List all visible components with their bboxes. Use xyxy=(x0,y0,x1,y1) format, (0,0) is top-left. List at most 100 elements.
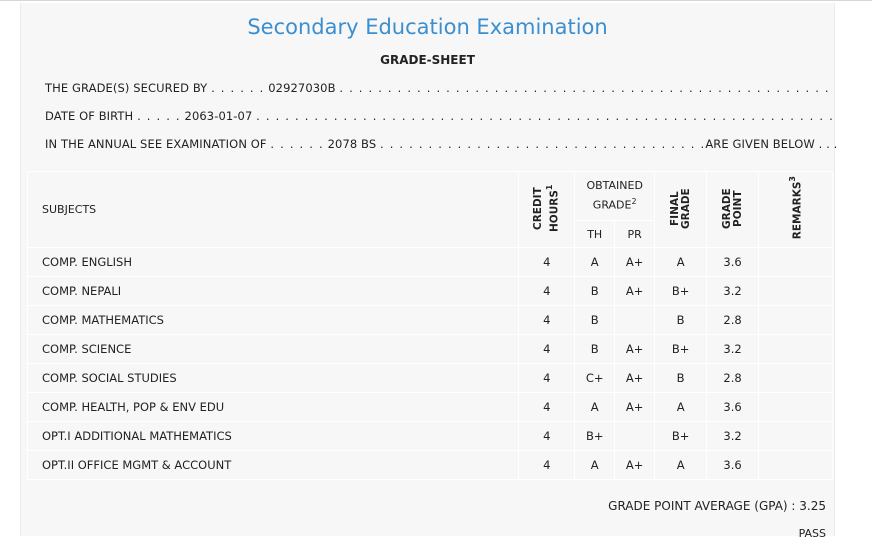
remarks xyxy=(758,392,833,422)
dot-leader: . . . . . . xyxy=(211,81,265,95)
remarks xyxy=(758,276,833,306)
final-grade-header: FINAL GRADE xyxy=(654,171,708,248)
final-grade: B xyxy=(654,305,708,335)
remarks xyxy=(758,247,833,277)
obtained-grade-header: OBTAINED GRADE2 xyxy=(574,171,656,221)
remarks xyxy=(758,421,833,451)
table-row: OPT.I ADDITIONAL MATHEMATICS 4 B+ B+ 3.2 xyxy=(26,421,833,451)
footnote-mark: 2 xyxy=(631,197,637,207)
credit-hours: 4 xyxy=(518,363,576,393)
grade-point: 3.2 xyxy=(706,334,760,364)
subject-name: COMP. HEALTH, POP & ENV EDU xyxy=(26,392,520,422)
grade-point: 2.8 xyxy=(706,305,760,335)
theory-grade: B xyxy=(574,305,616,335)
dob-value: 2063-01-07 xyxy=(184,109,253,123)
grade-sheet: Secondary Education Examination GRADE-SH… xyxy=(20,3,837,540)
credit-hours: 4 xyxy=(518,450,576,480)
footnote-mark: 3 xyxy=(788,176,798,182)
theory-grade: B xyxy=(574,334,616,364)
gpa-label: GRADE POINT AVERAGE (GPA) : xyxy=(608,499,796,513)
grade-point: 3.2 xyxy=(706,276,760,306)
remarks-header: REMARKS3 xyxy=(758,171,833,248)
credit-hours: 4 xyxy=(518,247,576,277)
exam-label: IN THE ANNUAL SEE EXAMINATION OF xyxy=(45,137,267,151)
table-row: COMP. HEALTH, POP & ENV EDU 4 A A+ A 3.6 xyxy=(26,392,833,422)
remarks-label: REMARKS xyxy=(791,181,804,240)
final-grade-label: FINAL GRADE xyxy=(668,187,692,229)
credit-hours: 4 xyxy=(518,305,576,335)
credit-hours-header: CREDIT HOURS1 xyxy=(518,171,576,248)
grades-table: SUBJECTS CREDIT HOURS1 OBTAINED GRADE2 F… xyxy=(26,171,833,480)
practical-grade: A+ xyxy=(614,363,656,393)
page-title: Secondary Education Examination xyxy=(247,15,608,39)
secured-by-label: THE GRADE(S) SECURED BY xyxy=(45,81,208,95)
footnote-mark: 1 xyxy=(545,184,554,190)
exam-line: IN THE ANNUAL SEE EXAMINATION OF . . . .… xyxy=(45,137,837,151)
table-row: COMP. MATHEMATICS 4 B B 2.8 xyxy=(26,305,833,335)
grade-point: 3.6 xyxy=(706,247,760,277)
practical-grade: A+ xyxy=(614,392,656,422)
grade-point: 3.2 xyxy=(706,421,760,451)
secured-by-line: THE GRADE(S) SECURED BY . . . . . . 0292… xyxy=(45,81,830,95)
credit-hours-label: CREDIT HOURS xyxy=(532,186,561,232)
practical-grade: A+ xyxy=(614,334,656,364)
dot-leader: . . . . . . xyxy=(270,137,324,151)
final-grade: A xyxy=(654,392,708,422)
grade-point-header: GRADE POINT xyxy=(706,171,760,248)
remarks xyxy=(758,305,833,335)
subject-name: OPT.II OFFICE MGMT & ACCOUNT xyxy=(26,450,520,480)
final-grade: B+ xyxy=(654,334,708,364)
date-of-birth-line: DATE OF BIRTH . . . . . 2063-01-07 . . .… xyxy=(45,109,834,123)
final-grade: B xyxy=(654,363,708,393)
subject-name: COMP. NEPALI xyxy=(26,276,520,306)
final-grade: B+ xyxy=(654,276,708,306)
practical-header: PR xyxy=(614,220,656,248)
remarks xyxy=(758,334,833,364)
practical-grade: A+ xyxy=(614,247,656,277)
gpa-summary: GRADE POINT AVERAGE (GPA) : 3.25 xyxy=(608,499,826,513)
remarks xyxy=(758,363,833,393)
grade-point: 3.6 xyxy=(706,450,760,480)
theory-grade: A xyxy=(574,247,616,277)
top-border xyxy=(0,0,872,1)
table-row: COMP. ENGLISH 4 A A+ A 3.6 xyxy=(26,247,833,277)
theory-grade: B+ xyxy=(574,421,616,451)
grade-point: 3.6 xyxy=(706,392,760,422)
practical-grade xyxy=(614,421,656,451)
credit-hours: 4 xyxy=(518,421,576,451)
dot-leader: . . . . . xyxy=(137,109,181,123)
subjects-header: SUBJECTS xyxy=(26,171,520,248)
obtained-grade-label: OBTAINED GRADE xyxy=(586,179,643,212)
result-status: PASS xyxy=(798,527,826,540)
grade-point: 2.8 xyxy=(706,363,760,393)
subject-name: OPT.I ADDITIONAL MATHEMATICS xyxy=(26,421,520,451)
theory-grade: A xyxy=(574,450,616,480)
grade-sheet-heading: GRADE-SHEET xyxy=(380,53,475,67)
theory-grade: B xyxy=(574,276,616,306)
practical-grade: A+ xyxy=(614,450,656,480)
subject-name: COMP. ENGLISH xyxy=(26,247,520,277)
dot-leader: . . . . . . . . . . . . . . . . . . . . … xyxy=(379,137,706,151)
table-row: OPT.II OFFICE MGMT & ACCOUNT 4 A A+ A 3.… xyxy=(26,450,833,480)
theory-grade: C+ xyxy=(574,363,616,393)
credit-hours: 4 xyxy=(518,392,576,422)
dob-label: DATE OF BIRTH xyxy=(45,109,134,123)
final-grade: B+ xyxy=(654,421,708,451)
exam-year: 2078 BS xyxy=(327,137,377,151)
final-grade: A xyxy=(654,450,708,480)
table-row: COMP. NEPALI 4 B A+ B+ 3.2 xyxy=(26,276,833,306)
gpa-value: 3.25 xyxy=(799,499,826,513)
exam-suffix: ARE GIVEN BELOW . . . xyxy=(705,137,838,151)
practical-grade: A+ xyxy=(614,276,656,306)
dot-leader: . . . . . . . . . . . . . . . . . . . . … xyxy=(339,81,830,95)
remarks xyxy=(758,450,833,480)
theory-grade: A xyxy=(574,392,616,422)
dot-leader: . . . . . . . . . . . . . . . . . . . . … xyxy=(256,109,834,123)
credit-hours: 4 xyxy=(518,334,576,364)
theory-header: TH xyxy=(574,220,616,248)
subject-name: COMP. MATHEMATICS xyxy=(26,305,520,335)
credit-hours: 4 xyxy=(518,276,576,306)
practical-grade xyxy=(614,305,656,335)
grade-point-label: GRADE POINT xyxy=(720,187,744,229)
final-grade: A xyxy=(654,247,708,277)
